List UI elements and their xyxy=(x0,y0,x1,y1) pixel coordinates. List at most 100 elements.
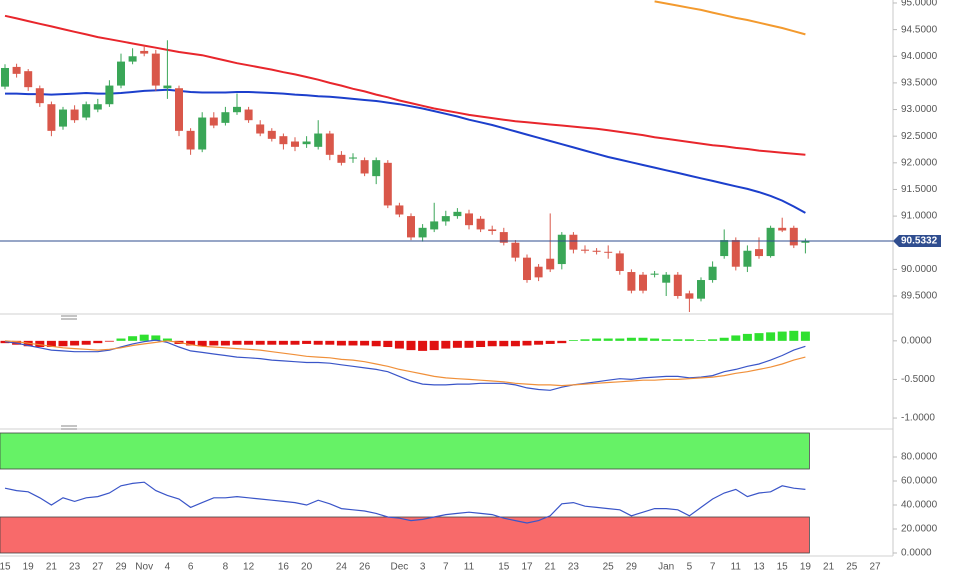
x-tick-label: 6 xyxy=(188,562,194,573)
histogram-bar xyxy=(290,340,300,345)
y-tick-label: 93.5000 xyxy=(901,78,938,89)
resize-handle[interactable] xyxy=(61,425,77,430)
y-tick-label: 80.0000 xyxy=(901,452,938,463)
candle-body xyxy=(1,67,9,87)
histogram-bar xyxy=(800,331,810,341)
histogram-bar xyxy=(487,340,497,347)
candle-body xyxy=(755,249,763,257)
histogram-bar xyxy=(534,340,544,345)
x-tick-label: 15 xyxy=(0,562,11,573)
candle-body xyxy=(731,240,740,267)
rsi-line xyxy=(4,481,806,524)
x-tick-label: 7 xyxy=(443,562,449,573)
x-tick-label: 19 xyxy=(800,562,812,573)
candle-body xyxy=(511,242,520,258)
candle-body xyxy=(279,136,288,145)
candle-body xyxy=(581,249,589,251)
histogram-bar xyxy=(615,338,625,341)
histogram-bar xyxy=(394,340,404,349)
histogram-bar xyxy=(452,340,462,348)
histogram-bar xyxy=(742,333,752,341)
histogram-bar xyxy=(93,340,103,344)
x-tick-label: 25 xyxy=(846,562,858,573)
histogram-bar xyxy=(684,339,694,341)
candle-body xyxy=(70,109,79,121)
candle-body xyxy=(488,229,497,232)
histogram-bar xyxy=(719,337,729,341)
candle-body xyxy=(325,133,334,155)
candle-body xyxy=(789,227,798,246)
candle-body xyxy=(256,124,265,134)
macd-line xyxy=(4,339,806,391)
histogram-bar xyxy=(557,340,567,344)
candle-body xyxy=(140,50,149,54)
candle-body xyxy=(801,241,810,243)
histogram-bar xyxy=(232,340,242,345)
histogram-bar xyxy=(754,333,764,341)
x-tick-label: 5 xyxy=(687,562,693,573)
y-tick-label: 0.0000 xyxy=(901,335,932,346)
y-tick-label: 20.0000 xyxy=(901,524,938,535)
candle-body xyxy=(708,266,717,281)
histogram-bar xyxy=(325,340,335,345)
histogram-bar xyxy=(568,340,578,341)
last-price-tag xyxy=(893,234,941,247)
candle-body xyxy=(697,280,705,299)
candle-body xyxy=(198,117,207,150)
y-tick-label: 93.0000 xyxy=(901,104,938,115)
y-tick-label: -0.5000 xyxy=(901,374,935,385)
histogram-bar xyxy=(708,339,718,341)
x-tick-label: 3 xyxy=(420,562,426,573)
histogram-bar xyxy=(789,330,799,341)
x-tick-label: 27 xyxy=(869,562,881,573)
candle-body xyxy=(47,104,56,131)
candle-body xyxy=(778,227,787,231)
candle-body xyxy=(534,266,543,278)
candle-body xyxy=(650,273,659,275)
candle-body xyxy=(615,253,624,271)
candle-body xyxy=(766,227,775,257)
histogram-bar xyxy=(116,338,126,341)
x-tick-label: 21 xyxy=(545,562,557,573)
x-tick-label: 27 xyxy=(92,562,104,573)
candle-body xyxy=(523,257,531,281)
x-tick-label: 12 xyxy=(243,562,255,573)
y-tick-label: 89.5000 xyxy=(901,291,938,302)
candle-body xyxy=(430,221,439,230)
histogram-bar xyxy=(244,340,254,345)
last-price-label: 90.5332 xyxy=(901,236,938,247)
histogram-bar xyxy=(348,340,358,346)
histogram-bar xyxy=(545,340,555,344)
x-tick-label: 17 xyxy=(521,562,533,573)
candle-body xyxy=(291,141,299,147)
histogram-bar xyxy=(499,340,509,347)
candle-body xyxy=(546,258,555,270)
histogram-bar xyxy=(255,340,265,345)
x-tick-label: 8 xyxy=(223,562,229,573)
candle-body xyxy=(720,240,729,257)
candle-body xyxy=(244,109,253,121)
histogram-bar xyxy=(197,340,207,347)
candle-body xyxy=(24,71,33,88)
x-tick-label: 25 xyxy=(603,562,615,573)
candle-body xyxy=(627,272,636,291)
histogram-bar xyxy=(104,340,114,342)
x-tick-label: Nov xyxy=(135,562,153,573)
candle-body xyxy=(639,274,647,291)
candle-body xyxy=(151,53,160,86)
candle-body xyxy=(314,133,323,147)
x-tick-label: 21 xyxy=(46,562,58,573)
histogram-bar xyxy=(58,340,68,347)
candle-body xyxy=(569,234,578,250)
histogram-bar xyxy=(162,338,172,341)
resize-handle[interactable] xyxy=(61,315,77,320)
y-tick-label: 40.0000 xyxy=(901,500,938,511)
y-tick-label: -1.0000 xyxy=(901,413,935,424)
moving-average-line xyxy=(4,14,806,156)
x-tick-label: 21 xyxy=(823,562,835,573)
candle-body xyxy=(35,88,44,104)
candle-body xyxy=(360,160,369,174)
histogram-bar xyxy=(777,331,787,341)
histogram-bar xyxy=(429,340,439,351)
